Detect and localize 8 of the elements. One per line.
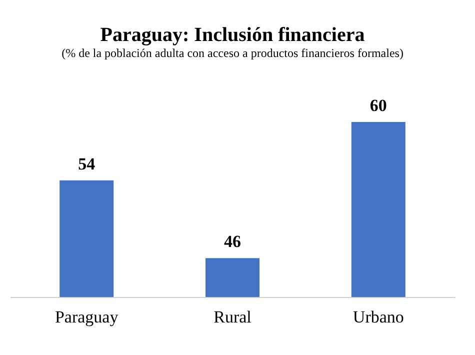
chart-subtitle: (% de la población adulta con acceso a productos financieros formales)	[62, 46, 404, 60]
x-tick-label: Urbano	[352, 308, 404, 326]
data-label: 46	[224, 232, 241, 252]
x-tick-label: Rural	[214, 308, 252, 326]
data-label: 60	[370, 96, 387, 115]
x-tick-label: Paraguay	[54, 308, 119, 326]
data-label: 54	[78, 154, 96, 174]
chart-title: Paraguay: Inclusión financiera	[100, 24, 365, 46]
